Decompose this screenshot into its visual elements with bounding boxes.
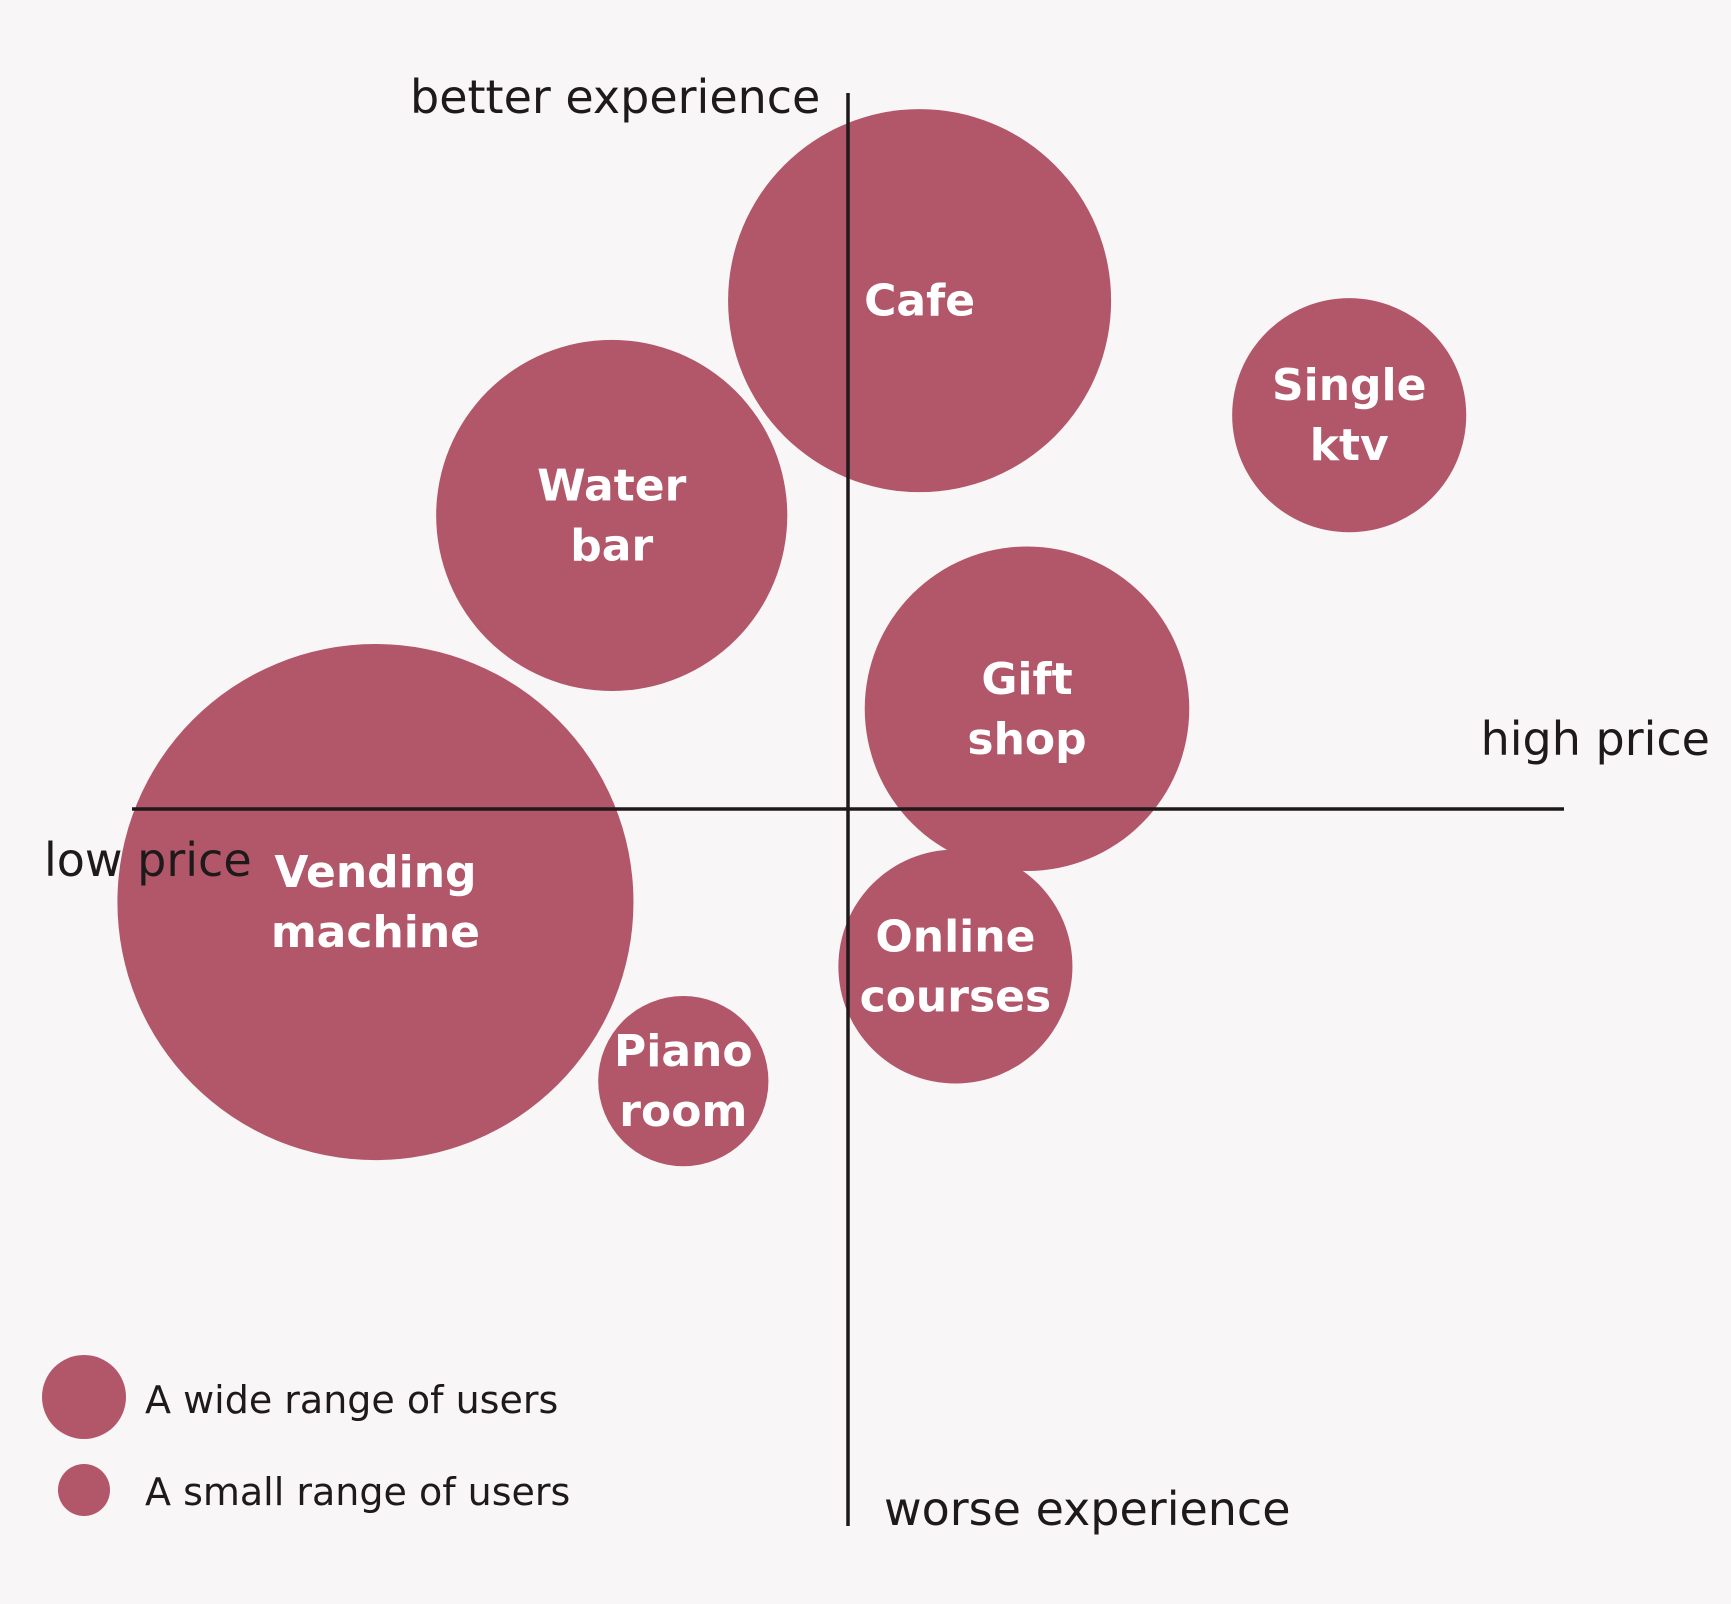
legend-wide-label: A wide range of users: [145, 1378, 558, 1422]
bubble-cafe: [728, 109, 1112, 493]
bubble-piano-room: [598, 995, 769, 1167]
bubble-label-single-ktv-line1: Single: [1272, 360, 1427, 411]
bubble-label-gift-shop-line2: shop: [967, 714, 1086, 765]
bubble-label-single-ktv-line2: ktv: [1310, 420, 1389, 471]
bubble-label-cafe: Cafe: [864, 276, 975, 327]
bubble-label-vending-machine-line1: Vending: [274, 847, 476, 898]
bubbles-layer: [117, 109, 1467, 1167]
legend-small-bubble: [58, 1464, 110, 1516]
legend: A wide range of users A small range of u…: [42, 1355, 570, 1516]
y-axis-high-label: better experience: [410, 70, 820, 124]
y-axis-low-label: worse experience: [884, 1482, 1291, 1536]
x-axis-high-label: high price: [1481, 712, 1710, 766]
bubble-single-ktv: [1232, 298, 1467, 533]
x-axis-low-label: low price: [44, 833, 252, 887]
legend-small-label: A small range of users: [145, 1470, 570, 1514]
bubble-label-online-courses-line2: courses: [860, 972, 1052, 1023]
bubble-gift-shop: [864, 546, 1190, 872]
bubble-online-courses: [838, 849, 1073, 1084]
bubble-label-water-bar-line2: bar: [570, 520, 653, 571]
legend-wide-bubble: [42, 1355, 126, 1439]
bubble-water-bar: [436, 339, 788, 691]
bubble-label-vending-machine-line2: machine: [271, 907, 480, 958]
bubble-label-piano-room-line2: room: [619, 1086, 747, 1137]
bubble-label-water-bar-line1: Water: [537, 460, 687, 511]
bubble-vending-machine: [117, 644, 634, 1161]
bubble-label-gift-shop-line1: Gift: [981, 654, 1072, 705]
bubble-label-piano-room-line1: Piano: [614, 1026, 753, 1077]
bubble-label-online-courses-line1: Online: [875, 912, 1035, 963]
bubble-labels-layer: Cafe Single ktv Water bar Gift shop Vending mach…: [271, 276, 1427, 1137]
